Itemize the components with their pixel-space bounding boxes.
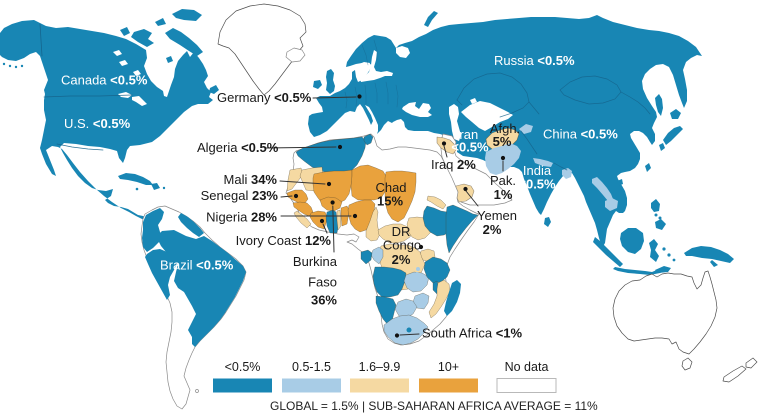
svg-text:Chad: Chad <box>375 180 406 195</box>
svg-text:Germany <0.5%: Germany <0.5% <box>217 90 312 105</box>
svg-text:Faso: Faso <box>308 275 337 290</box>
svg-text:Mali 34%: Mali 34% <box>224 172 278 187</box>
svg-text:Iraq 2%: Iraq 2% <box>431 157 476 172</box>
svg-text:Yemen: Yemen <box>477 208 517 223</box>
svg-text:Senegal 23%: Senegal 23% <box>201 188 279 203</box>
svg-text:10+: 10+ <box>438 360 459 374</box>
svg-text:1.6–9.9: 1.6–9.9 <box>359 360 401 374</box>
svg-text:Congo: Congo <box>383 238 421 253</box>
svg-text:South Africa <1%: South Africa <1% <box>422 326 523 341</box>
svg-text:Russia <0.5%: Russia <0.5% <box>494 53 575 68</box>
svg-text:<0.5%: <0.5% <box>451 140 489 155</box>
svg-text:<0.5%: <0.5% <box>225 360 261 374</box>
svg-text:Afgh.: Afgh. <box>490 121 520 136</box>
svg-text:Brazil <0.5%: Brazil <0.5% <box>160 258 234 273</box>
svg-text:Burkina: Burkina <box>293 254 338 269</box>
svg-text:Iran: Iran <box>456 127 478 142</box>
svg-text:No data: No data <box>505 360 549 374</box>
svg-text:2%: 2% <box>392 252 411 267</box>
svg-text:Canada <0.5%: Canada <0.5% <box>61 73 148 88</box>
svg-text:0.5-1.5: 0.5-1.5 <box>292 360 331 374</box>
svg-text:U.S. <0.5%: U.S. <0.5% <box>64 116 131 131</box>
svg-text:1%: 1% <box>494 187 513 202</box>
svg-text:<0.5%: <0.5% <box>518 177 556 192</box>
svg-text:Ivory Coast 12%: Ivory Coast 12% <box>236 233 332 248</box>
svg-text:2%: 2% <box>483 222 502 237</box>
svg-text:Algeria <0.5%: Algeria <0.5% <box>197 140 279 155</box>
svg-text:36%: 36% <box>311 293 337 308</box>
svg-text:15%: 15% <box>377 194 403 209</box>
svg-text:5%: 5% <box>493 134 512 149</box>
svg-text:China <0.5%: China <0.5% <box>543 127 618 142</box>
svg-text:Pak.: Pak. <box>490 173 516 188</box>
svg-text:Nigeria 28%: Nigeria 28% <box>206 210 277 225</box>
svg-text:India: India <box>523 163 552 178</box>
svg-text:GLOBAL = 1.5% | SUB-SAHARAN: GLOBAL = 1.5% | SUB-SAHARAN AFRICA AVERA… <box>270 399 598 413</box>
svg-text:DR: DR <box>392 224 411 239</box>
